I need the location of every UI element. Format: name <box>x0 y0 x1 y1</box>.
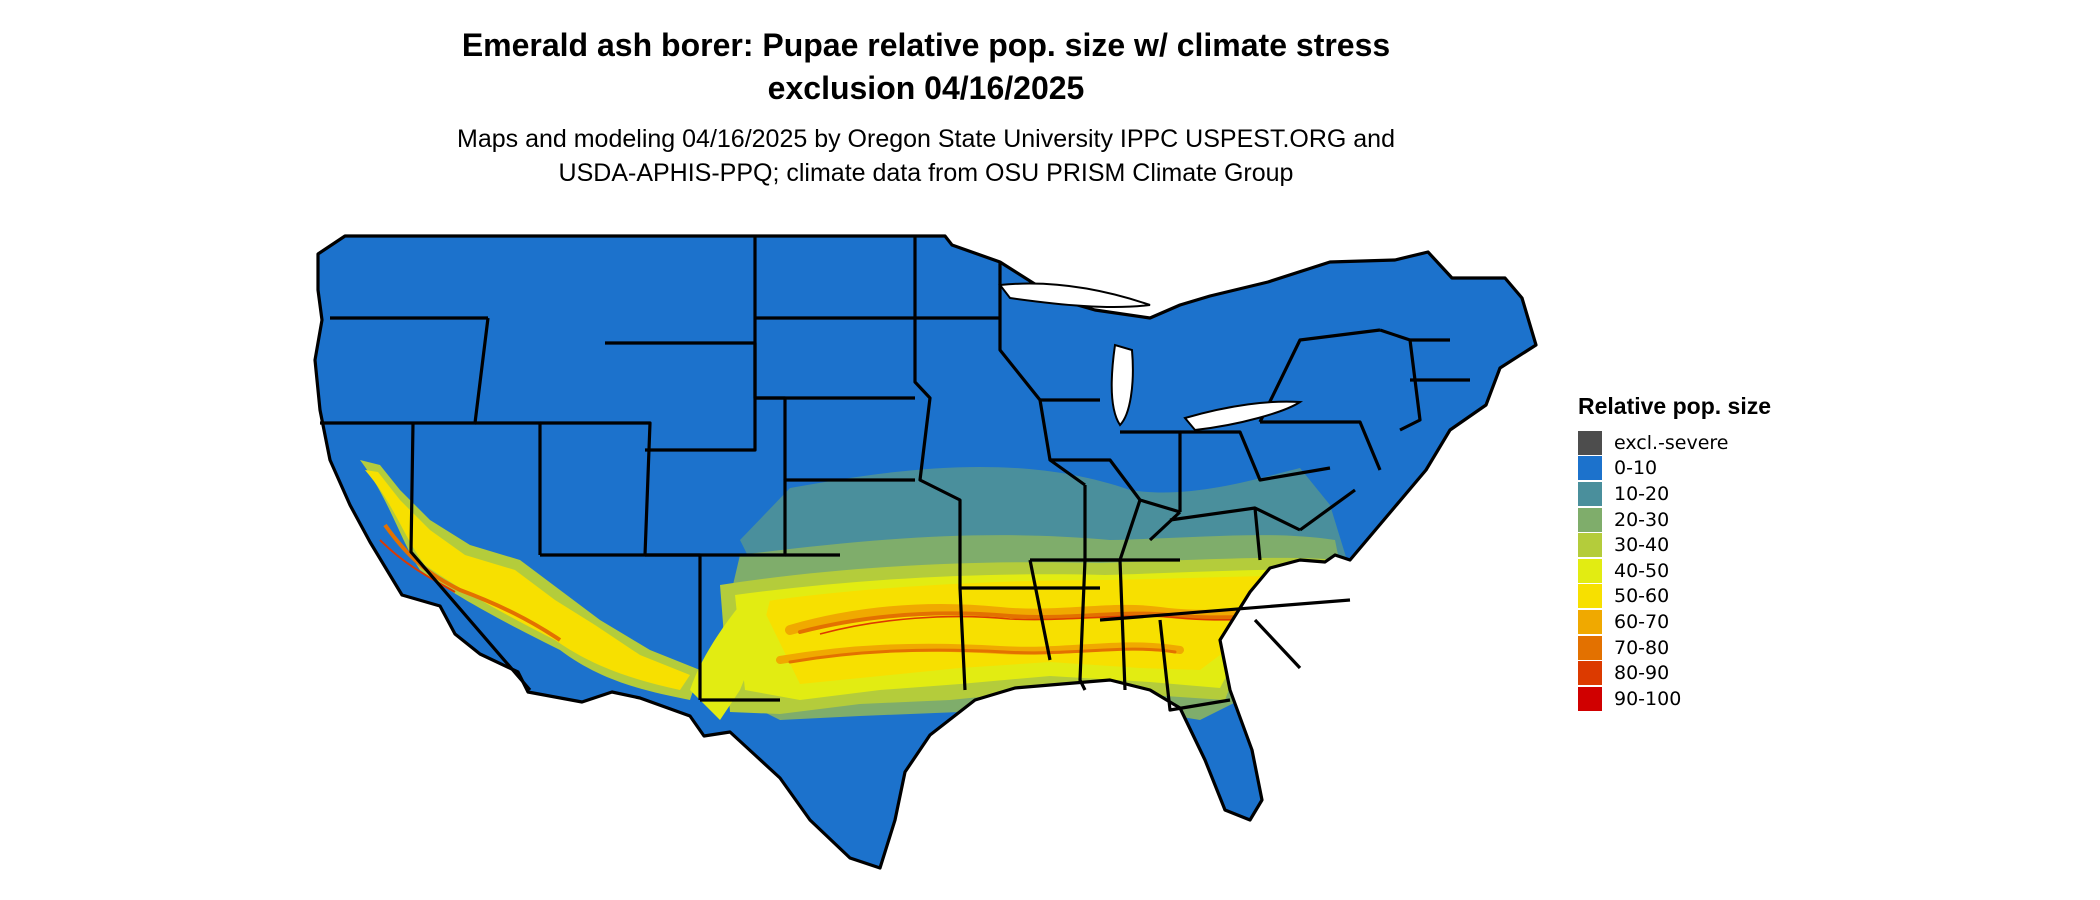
legend: Relative pop. size excl.-severe 0-10 10-… <box>1578 393 1771 712</box>
legend-swatch <box>1578 661 1602 686</box>
legend-label: 80-90 <box>1614 662 1670 685</box>
legend-label: 60-70 <box>1614 610 1670 633</box>
legend-label: 40-50 <box>1614 559 1670 582</box>
legend-swatch <box>1578 584 1602 609</box>
map-title: Emerald ash borer: Pupae relative pop. s… <box>461 27 1391 106</box>
legend-swatch <box>1578 635 1602 660</box>
map-subtitle: Maps and modeling 04/16/2025 by Oregon S… <box>457 125 1395 187</box>
state-boundaries <box>313 234 1538 870</box>
legend-swatch <box>1578 533 1602 558</box>
legend-swatch <box>1578 507 1602 532</box>
legend-swatch <box>1578 686 1602 711</box>
legend-item: 0-10 <box>1578 456 1771 482</box>
legend-title: Relative pop. size <box>1578 393 1772 419</box>
legend-swatch <box>1578 481 1602 506</box>
legend-swatch <box>1578 558 1602 583</box>
legend-label: 30-40 <box>1614 534 1670 557</box>
legend-label: 50-60 <box>1614 585 1670 608</box>
legend-swatch <box>1578 430 1602 455</box>
legend-label: excl.-severe <box>1614 431 1729 454</box>
legend-item: 90-100 <box>1578 686 1771 712</box>
legend-item: 70-80 <box>1578 635 1771 661</box>
legend-label: 70-80 <box>1614 636 1670 659</box>
legend-item: 50-60 <box>1578 584 1771 610</box>
us-climate-map <box>313 234 1538 870</box>
legend-label: 90-100 <box>1614 687 1682 710</box>
suitability-bands <box>360 460 1350 720</box>
legend-label: 20-30 <box>1614 508 1670 531</box>
legend-swatch <box>1578 609 1602 634</box>
legend-item: 30-40 <box>1578 532 1771 558</box>
great-lakes <box>998 282 1304 432</box>
legend-swatch <box>1578 456 1602 481</box>
legend-item: 40-50 <box>1578 558 1771 584</box>
legend-item: 80-90 <box>1578 660 1771 686</box>
legend-item: 60-70 <box>1578 609 1771 635</box>
legend-label: 0-10 <box>1614 457 1658 480</box>
legend-item: 20-30 <box>1578 507 1771 533</box>
legend-item: 10-20 <box>1578 481 1771 507</box>
legend-item: excl.-severe <box>1578 430 1771 456</box>
legend-label: 10-20 <box>1614 482 1670 505</box>
